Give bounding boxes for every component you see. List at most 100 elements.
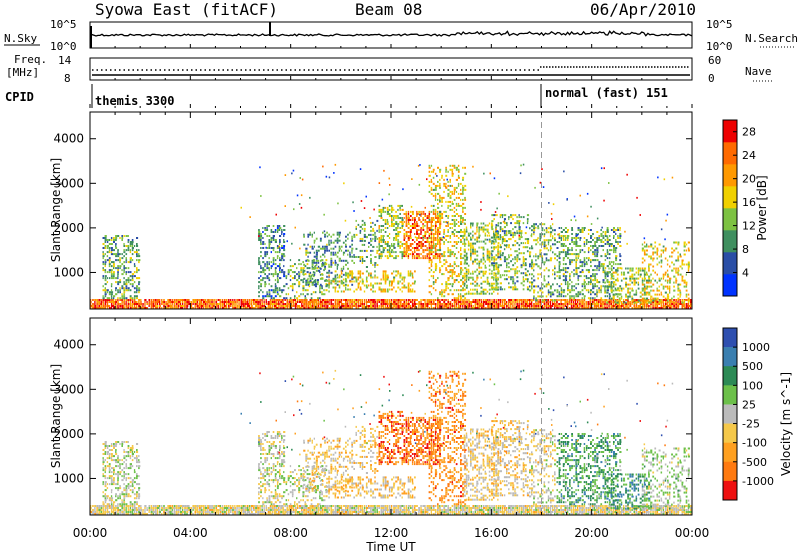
power-cell	[441, 198, 443, 201]
power-cell	[196, 305, 199, 307]
power-cell	[460, 257, 462, 260]
power-cell	[608, 249, 611, 252]
power-cell	[326, 231, 328, 234]
power-cell	[547, 305, 550, 307]
power-cell	[462, 295, 465, 298]
power-cell	[279, 269, 281, 272]
power-cell	[422, 219, 424, 221]
power-cell	[115, 245, 117, 247]
power-cell	[643, 289, 646, 292]
power-cell	[129, 259, 132, 262]
power-cell	[560, 239, 562, 241]
power-cell	[573, 269, 575, 272]
power-cell	[276, 245, 279, 247]
power-cell	[441, 255, 444, 258]
power-cell	[353, 254, 355, 256]
power-cell	[493, 268, 496, 271]
power-cell	[465, 280, 468, 283]
power-cell	[334, 305, 337, 307]
power-cell	[108, 261, 111, 264]
power-cell	[416, 225, 419, 227]
power-cell	[302, 279, 304, 282]
power-cell	[453, 164, 456, 167]
power-cell	[443, 307, 445, 309]
power-cell	[260, 285, 262, 288]
power-cell	[600, 239, 603, 241]
power-cell	[186, 303, 189, 305]
power-cell	[558, 269, 561, 272]
power-cell	[606, 301, 609, 304]
power-cell	[416, 237, 419, 239]
power-cell	[313, 231, 315, 234]
power-cell	[501, 228, 504, 231]
power-cell	[531, 305, 533, 307]
power-cell	[338, 286, 341, 289]
power-cell	[328, 274, 330, 277]
power-cell	[424, 241, 427, 243]
power-cell	[376, 252, 378, 254]
power-cell	[411, 307, 414, 309]
power-cell	[378, 227, 380, 229]
power-cell	[518, 248, 520, 251]
power-cell	[430, 261, 433, 264]
power-cell	[307, 303, 310, 305]
power-cell	[631, 277, 634, 280]
power-cell	[516, 288, 519, 291]
power-cell	[606, 253, 609, 256]
power-cell	[428, 221, 431, 223]
power-cell	[524, 272, 527, 275]
power-cell	[361, 303, 364, 305]
power-cell	[562, 303, 565, 305]
power-cell	[460, 303, 462, 305]
power-cell	[625, 285, 627, 288]
power-cell	[447, 184, 450, 187]
power-cell	[524, 268, 527, 271]
power-cell	[378, 255, 381, 258]
power-cell	[612, 295, 615, 298]
power-cell	[625, 293, 627, 296]
power-cell	[587, 249, 590, 252]
power-cell	[574, 307, 578, 309]
power-cell	[313, 283, 316, 286]
power-cell	[627, 307, 630, 309]
power-cell	[388, 282, 391, 285]
power-cell	[418, 237, 420, 239]
power-cell	[537, 255, 540, 258]
power-cell	[136, 269, 138, 272]
power-cell	[288, 305, 291, 307]
power-cell	[497, 254, 499, 257]
power-cell	[405, 213, 408, 215]
power-cell	[374, 276, 376, 279]
power-cell	[332, 241, 335, 244]
power-cell	[451, 275, 453, 278]
power-cell	[577, 295, 580, 298]
power-cell	[428, 247, 431, 249]
power-cell	[506, 222, 508, 225]
power-cell	[372, 290, 374, 293]
power-cell	[554, 253, 557, 256]
power-cell	[328, 233, 330, 236]
power-cell	[416, 303, 418, 305]
power-cell	[441, 293, 443, 296]
power-cell	[606, 307, 608, 309]
power-cell	[554, 273, 556, 276]
power-cell	[495, 282, 498, 285]
power-cell	[447, 221, 449, 223]
power-cell	[478, 266, 481, 269]
power-cell	[506, 274, 508, 277]
power-cell	[598, 287, 600, 290]
power-cell	[407, 272, 410, 275]
power-cell	[430, 259, 433, 262]
power-cell	[110, 239, 113, 241]
power-cell	[650, 289, 652, 292]
power-cell	[445, 200, 447, 203]
power-cell	[604, 255, 607, 258]
power-cell	[301, 303, 303, 305]
power-cell	[447, 271, 450, 274]
power-cell	[604, 301, 606, 303]
power-cell	[370, 221, 372, 224]
power-cell	[424, 305, 427, 307]
power-cell	[115, 289, 117, 292]
power-cell	[443, 210, 446, 213]
power-cell	[463, 234, 466, 237]
